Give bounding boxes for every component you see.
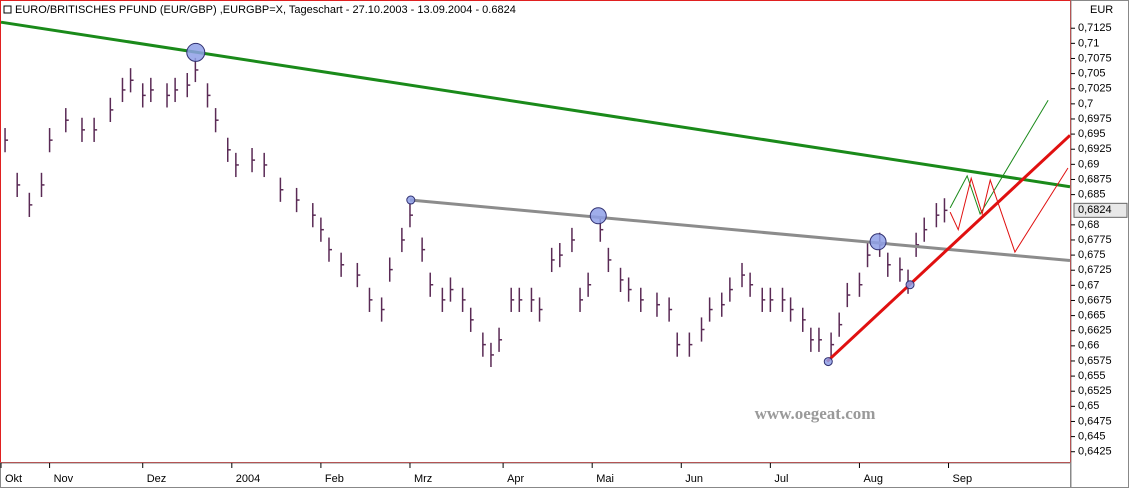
y-tick-label: 0,655	[1078, 370, 1106, 382]
x-tick-label: Jun	[685, 473, 703, 485]
x-tick-label: Aug	[863, 473, 883, 485]
forecast-line	[949, 99, 1049, 216]
pivot-marker	[823, 357, 833, 367]
x-tick-label: Okt	[5, 473, 22, 485]
y-tick-label: 0,71	[1078, 37, 1099, 49]
x-axis-panel	[0, 462, 1071, 488]
y-tick-label: 0,6575	[1078, 355, 1112, 367]
pivot-marker	[869, 233, 887, 251]
forecast-line	[949, 167, 1069, 254]
trend-line	[826, 134, 1072, 363]
y-tick-label: 0,645	[1078, 430, 1106, 442]
y-tick-label: 0,695	[1078, 128, 1106, 140]
y-tick-label: 0,6925	[1078, 143, 1112, 155]
y-tick-label: 0,6475	[1078, 415, 1112, 427]
y-axis-label: EUR	[1090, 4, 1113, 16]
y-tick-label: 0,7025	[1078, 83, 1112, 95]
x-tick-label: Mrz	[414, 473, 432, 485]
y-tick-label: 0,6875	[1078, 173, 1112, 185]
y-tick-label: 0,6525	[1078, 385, 1112, 397]
last-price-label: 0,6824	[1078, 204, 1112, 216]
pivot-marker	[905, 280, 915, 290]
y-tick-label: 0,68	[1078, 219, 1099, 231]
y-axis-panel	[1070, 0, 1129, 488]
x-tick-label: Sep	[953, 473, 973, 485]
x-tick-label: Dez	[147, 473, 167, 485]
pivot-marker	[186, 42, 206, 62]
y-tick-label: 0,705	[1078, 68, 1106, 80]
y-tick-label: 0,7075	[1078, 52, 1112, 64]
x-tick-label: Mai	[596, 473, 614, 485]
trend-line	[409, 198, 1071, 263]
pivot-marker	[589, 207, 607, 225]
x-tick-label: Apr	[507, 473, 524, 485]
y-tick-label: 0,665	[1078, 309, 1106, 321]
y-tick-label: 0,66	[1078, 340, 1099, 352]
y-tick-label: 0,6625	[1078, 325, 1112, 337]
chart-title: EURO/BRITISCHES PFUND (EUR/GBP) ,EURGBP=…	[15, 4, 516, 16]
y-tick-label: 0,685	[1078, 189, 1106, 201]
y-tick-label: 0,6725	[1078, 264, 1112, 276]
y-tick-label: 0,6425	[1078, 446, 1112, 458]
x-tick-label: Feb	[325, 473, 344, 485]
y-tick-label: 0,7	[1078, 98, 1093, 110]
y-tick-label: 0,6675	[1078, 294, 1112, 306]
watermark: www.oegeat.com	[755, 404, 876, 423]
y-tick-label: 0,6775	[1078, 234, 1112, 246]
y-tick-label: 0,675	[1078, 249, 1106, 261]
y-tick-label: 0,69	[1078, 158, 1099, 170]
last-price-box	[1073, 202, 1128, 218]
x-tick-label: Jul	[774, 473, 788, 485]
y-tick-label: 0,65	[1078, 400, 1099, 412]
plot-frame	[0, 0, 1071, 463]
trend-line	[0, 20, 1071, 189]
pivot-marker	[406, 195, 416, 205]
x-tick-label: Nov	[54, 473, 74, 485]
title-icon	[3, 5, 12, 14]
y-tick-label: 0,7125	[1078, 22, 1112, 34]
x-tick-label: 2004	[236, 473, 260, 485]
y-tick-label: 0,6975	[1078, 113, 1112, 125]
y-tick-label: 0,67	[1078, 279, 1099, 291]
